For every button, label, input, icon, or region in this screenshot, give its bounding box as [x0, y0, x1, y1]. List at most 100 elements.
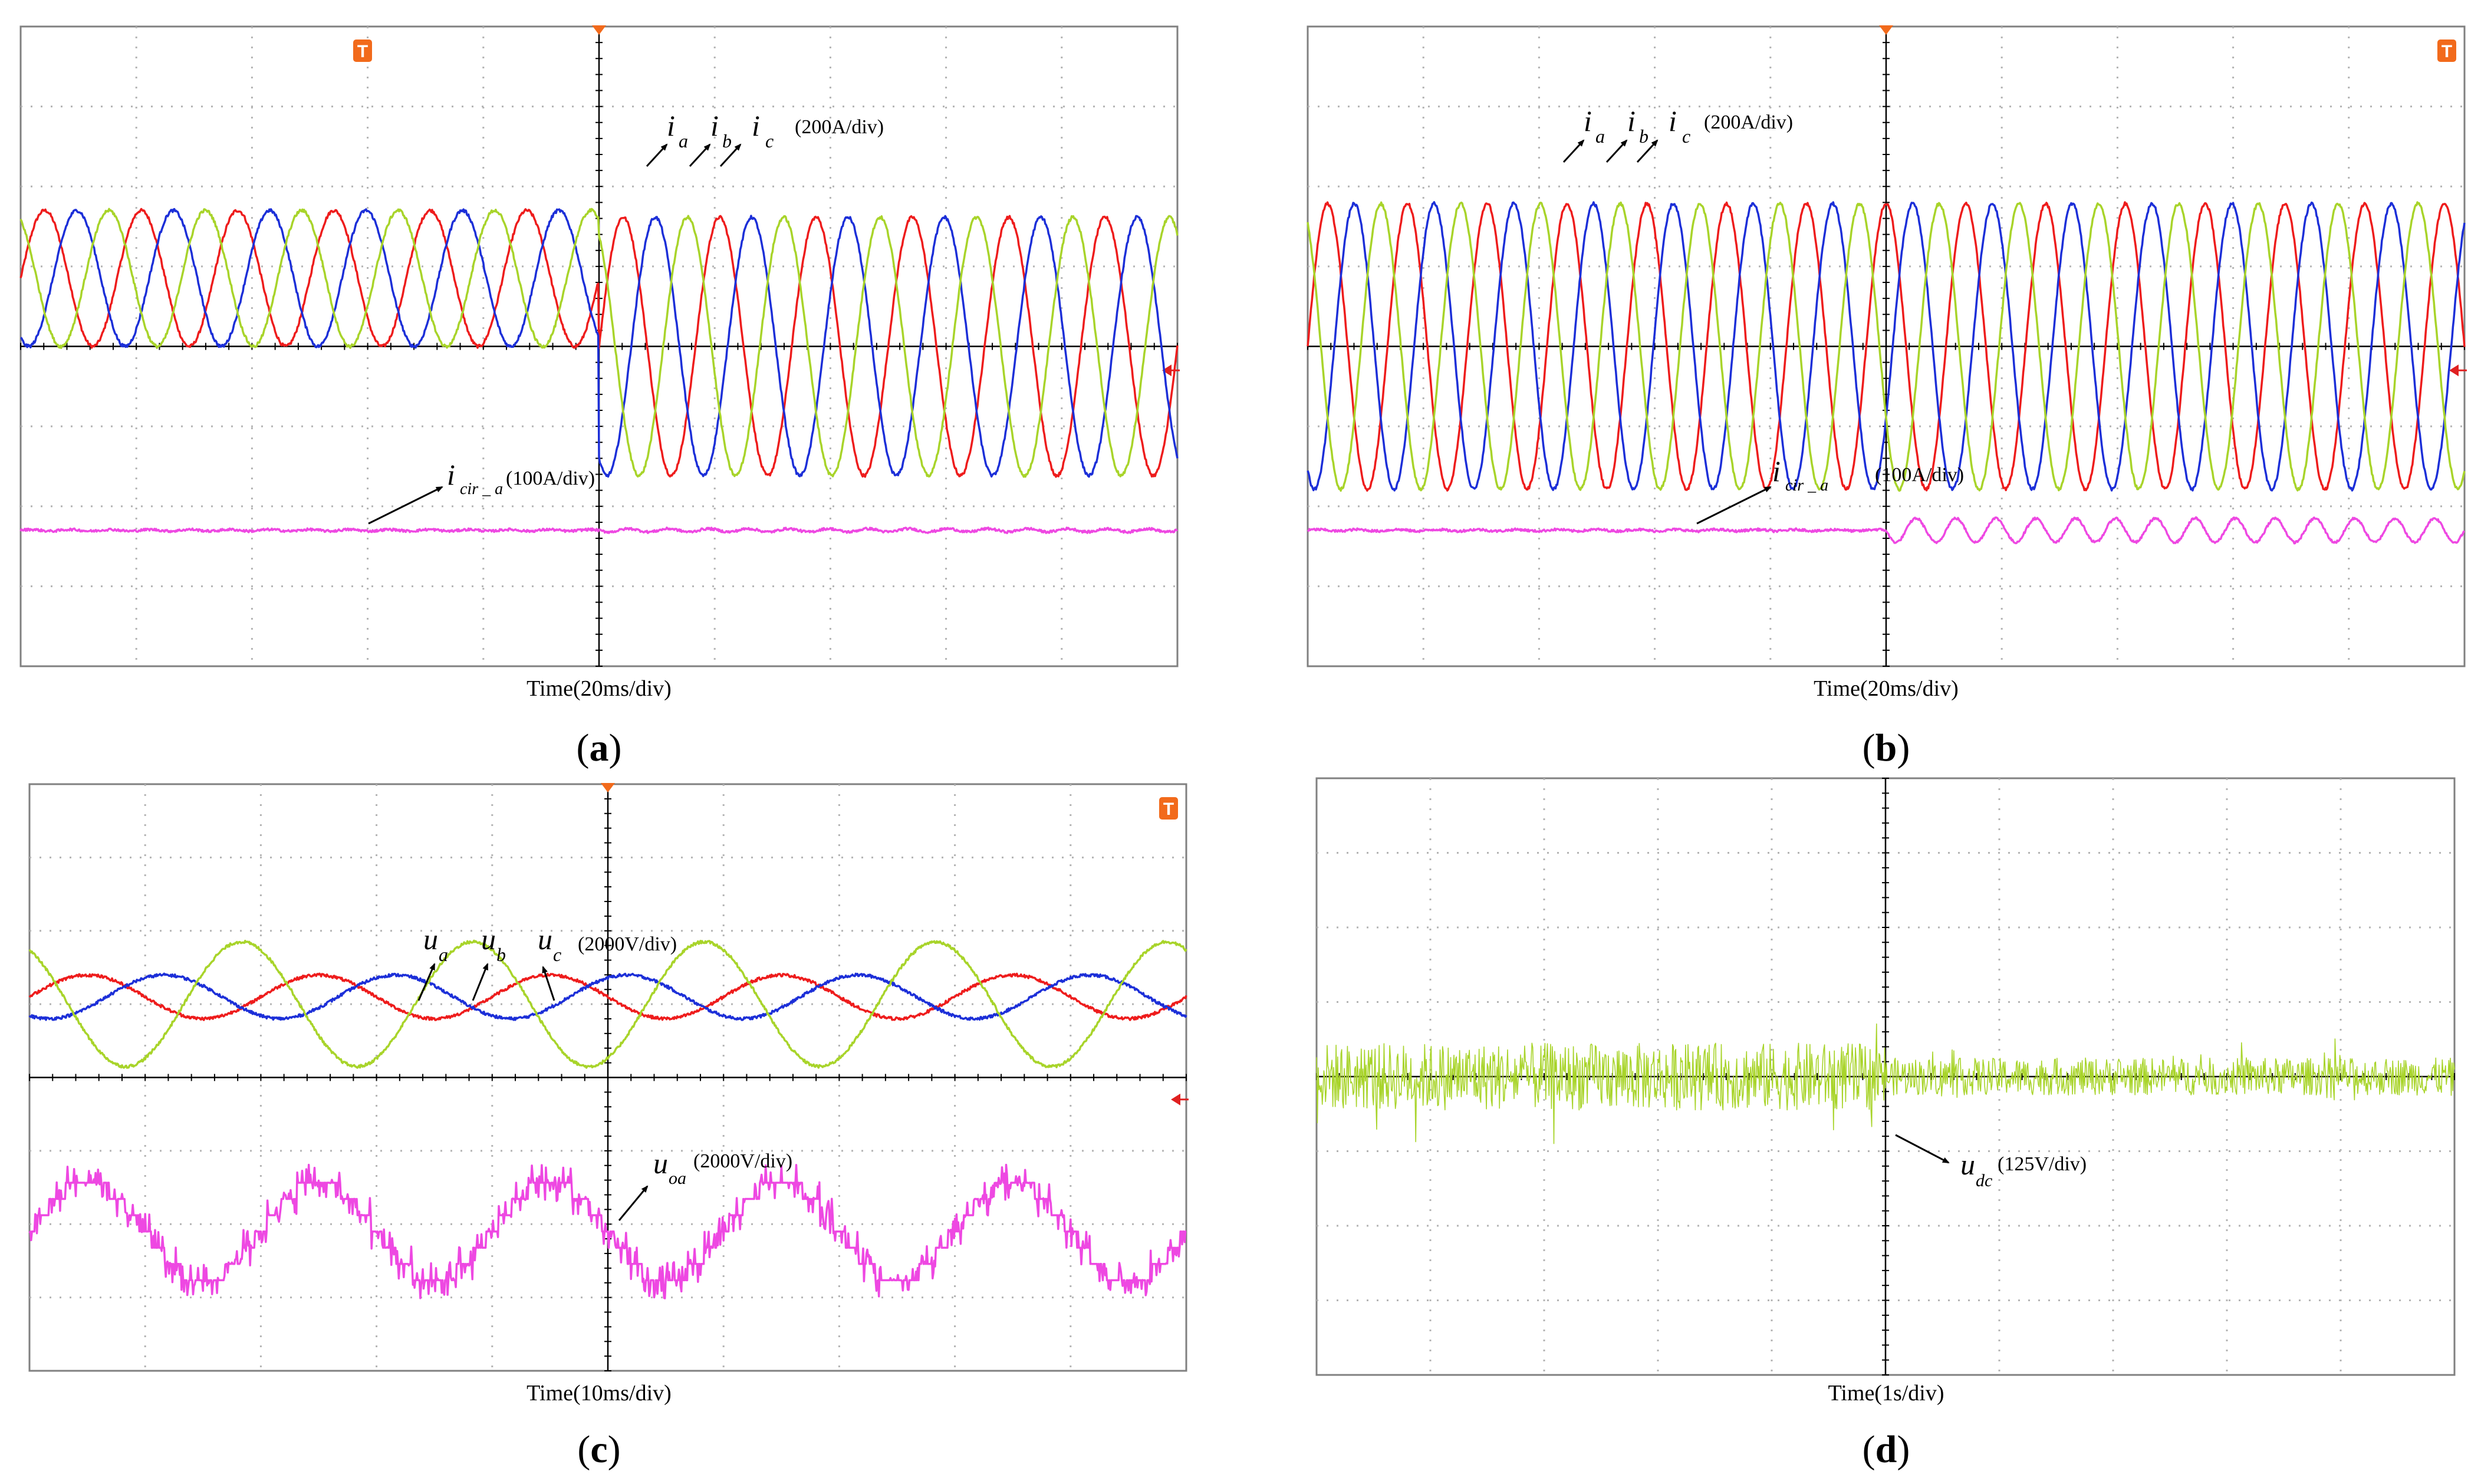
panel-b-xlabel: Time(20ms/div): [1814, 676, 1959, 701]
trigger-icon-label: T: [2441, 42, 2452, 61]
arrow-i-a: [1562, 139, 1585, 163]
trace-i-c: [1307, 201, 2466, 492]
trigger-level-marker: [2449, 364, 2459, 377]
arrow-i-c: [719, 143, 742, 167]
svg-text:cir _ a: cir _ a: [460, 480, 503, 498]
svg-text:(100A/div): (100A/div): [506, 468, 595, 489]
trace-i-cir-a: [1307, 516, 2466, 545]
svg-text:u: u: [1960, 1148, 1975, 1181]
arrow-u-oa: [618, 1185, 649, 1221]
svg-text:i: i: [1669, 104, 1677, 137]
u-dc-label: u dc (125V/div): [1960, 1148, 2087, 1190]
arrow-i-a: [646, 143, 668, 167]
svg-text:i: i: [447, 458, 455, 491]
svg-text:i: i: [1584, 104, 1592, 137]
trigger-icon: [1159, 797, 1178, 820]
svg-text:i: i: [710, 109, 719, 142]
i-a-label: i a: [667, 109, 688, 152]
svg-text:i: i: [752, 109, 760, 142]
panel-b: T i a i b i c (200A/div) i cir _ a (100A…: [1307, 25, 2467, 769]
panel-c-xlabel: Time(10ms/div): [527, 1381, 672, 1406]
trigger-icon: [353, 40, 372, 62]
i-abc-scale-label: (200A/div): [795, 116, 884, 138]
u-abc-scale-label: (2000V/div): [578, 933, 677, 955]
trigger-icon: [2437, 40, 2456, 62]
trigger-icon-label: T: [357, 42, 368, 61]
u-oa-label: u oa (2000V/div): [653, 1147, 792, 1188]
panel-d-trace-layer: [1316, 1023, 2455, 1144]
arrow-i-c: [1636, 139, 1659, 163]
panel-c: T u a u b u c (2000V/div) u oa (2000V/di…: [28, 783, 1189, 1471]
trace-i-b: [20, 208, 1179, 478]
svg-text:cir _ a: cir _ a: [1785, 476, 1828, 495]
panel-d-caption: (d): [1863, 1428, 1910, 1471]
svg-text:oa: oa: [669, 1169, 686, 1188]
svg-text:c: c: [1682, 126, 1690, 147]
arrow-u-c: [542, 966, 555, 1001]
trigger-level-marker: [1171, 1093, 1180, 1105]
svg-text:b: b: [722, 130, 732, 152]
trace-u-b: [28, 972, 1187, 1021]
trace-u-dc: [1316, 1023, 2455, 1144]
svg-text:u: u: [538, 923, 552, 956]
svg-text:b: b: [496, 944, 506, 965]
panel-c-plot: T: [28, 783, 1189, 1372]
svg-text:i: i: [1772, 455, 1781, 488]
trace-u-a: [28, 972, 1187, 1021]
trigger-position-marker: [1879, 25, 1893, 35]
arrow-u-dc: [1895, 1134, 1950, 1164]
i-abc-scale-label: (200A/div): [1704, 111, 1793, 133]
panel-b-plot: T: [1307, 25, 2467, 667]
svg-text:i: i: [667, 109, 675, 142]
trace-i-c: [19, 208, 1179, 478]
i-cir-label: i cir _ a (100A/div): [447, 458, 595, 498]
panel-b-trace-layer: [1307, 201, 2466, 545]
panel-d-xlabel: Time(1s/div): [1828, 1381, 1944, 1406]
svg-text:dc: dc: [1976, 1171, 1992, 1190]
svg-text:i: i: [1627, 104, 1636, 137]
u-c-label: u c: [538, 923, 561, 965]
svg-text:c: c: [765, 130, 774, 152]
arrow-u-a: [417, 963, 436, 1001]
svg-text:u: u: [481, 923, 496, 956]
svg-text:c: c: [553, 944, 561, 965]
trigger-icon-label: T: [1163, 799, 1174, 819]
svg-text:u: u: [423, 923, 438, 956]
panel-c-caption: (c): [577, 1428, 620, 1471]
u-a-label: u a: [423, 923, 448, 965]
i-b-label: i b: [710, 109, 732, 152]
svg-text:a: a: [679, 130, 688, 152]
trigger-position-marker: [601, 783, 615, 792]
trigger-position-marker: [592, 25, 606, 35]
trace-u-oa: [28, 1163, 1187, 1299]
panel-b-caption: (b): [1863, 726, 1910, 769]
i-c-label: i c: [752, 109, 774, 152]
arrow-u-b: [472, 963, 489, 1001]
panel-a-caption: (a): [577, 726, 622, 769]
panel-a: T i a i b i c (200A/div) i cir _ a (100A…: [19, 25, 1180, 769]
arrow-i-cir: [368, 486, 443, 525]
arrow-i-b: [689, 143, 711, 167]
arrow-i-cir: [1696, 486, 1772, 525]
u-b-label: u b: [481, 923, 506, 965]
svg-text:a: a: [439, 944, 448, 965]
arrow-i-b: [1605, 139, 1628, 163]
trigger-level-marker: [1162, 364, 1172, 377]
svg-text:b: b: [1639, 126, 1648, 147]
panel-a-trace-layer: [19, 208, 1179, 534]
svg-text:(2000V/div): (2000V/div): [693, 1150, 792, 1172]
i-a-label: i a: [1584, 104, 1605, 147]
i-c-label: i c: [1669, 104, 1690, 147]
trace-u-c: [28, 939, 1187, 1069]
trace-i-cir-a: [19, 526, 1178, 534]
panel-d: u dc (125V/div) Time(1s/div) (d): [1315, 777, 2456, 1471]
panel-a-xlabel: Time(20ms/div): [527, 676, 672, 701]
i-b-label: i b: [1627, 104, 1648, 147]
svg-text:(100A/div): (100A/div): [1875, 464, 1964, 486]
i-cir-label: i cir _ a (100A/div): [1772, 455, 1964, 495]
svg-text:(125V/div): (125V/div): [1998, 1153, 2087, 1175]
svg-text:u: u: [653, 1147, 668, 1180]
svg-text:a: a: [1595, 126, 1605, 147]
panel-c-trace-layer: [28, 939, 1187, 1299]
